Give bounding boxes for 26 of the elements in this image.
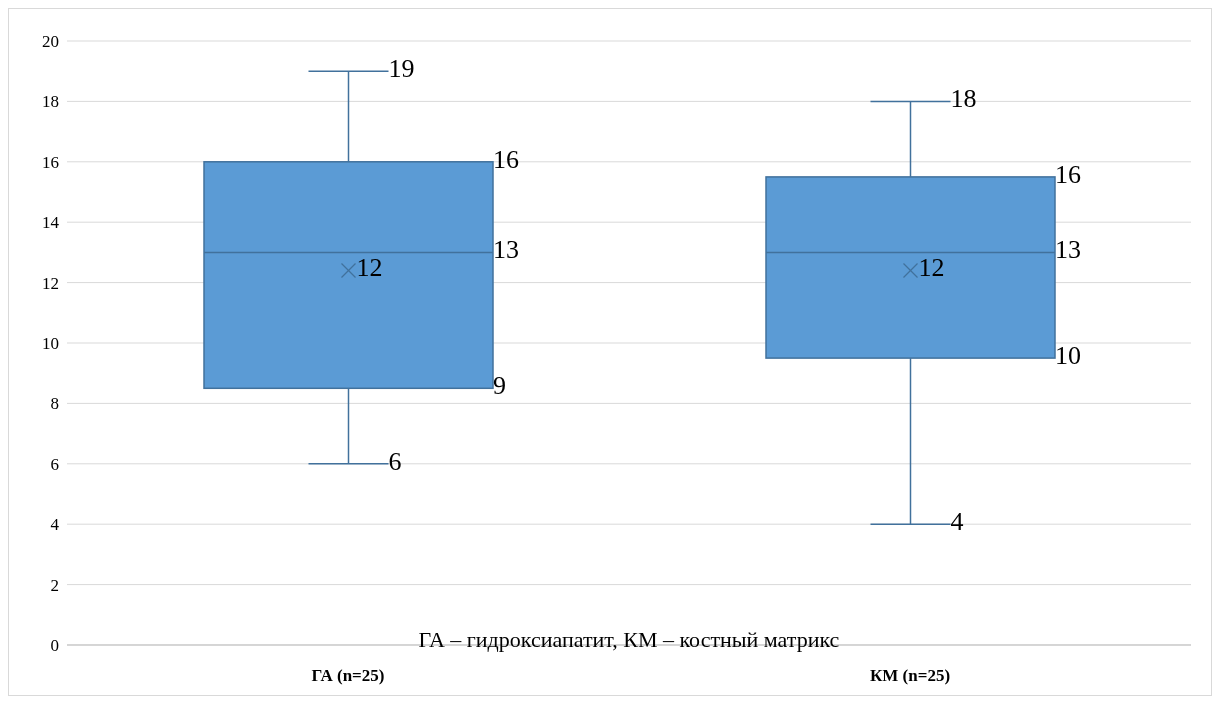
y-tick-label: 10 [42,334,59,354]
annotation: 13 [1055,235,1081,265]
annotation: 13 [493,235,519,265]
y-tick-label: 0 [50,636,59,656]
annotation: 18 [950,84,977,114]
y-tick-label: 20 [42,32,59,52]
y-tick-label: 6 [50,454,59,474]
x-tick-label: ГА (n=25) [311,666,385,686]
y-tick-label: 14 [42,213,60,233]
annotation: ГА – гидроксиапатит, КМ – костный матрикс [417,627,841,653]
annotation: 6 [388,446,402,476]
annotation: 16 [1055,159,1081,189]
y-tick-label: 16 [42,152,59,172]
annotation: 19 [388,54,415,84]
annotation: 9 [493,371,506,401]
y-tick-label: 12 [42,273,59,293]
y-tick-label: 18 [42,92,59,112]
y-tick-label: 4 [50,515,60,535]
x-tick-label: КМ (n=25) [869,666,951,686]
y-tick-label: 2 [50,575,59,595]
annotation: 10 [1055,341,1081,371]
annotation: 12 [918,253,945,283]
y-tick-label: 8 [50,394,59,414]
annotation: 16 [493,144,519,174]
annotation: 4 [950,507,964,537]
annotation: 12 [356,253,383,283]
